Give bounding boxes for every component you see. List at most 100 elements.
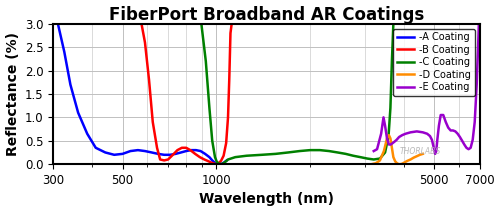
-E Coating [464, 146, 469, 149]
-E Coating [454, 132, 460, 135]
-D Coating [389, 146, 395, 149]
-A Coating [161, 153, 167, 156]
-E Coating [457, 136, 463, 138]
Line: -D Coating: -D Coating [372, 135, 423, 164]
-E Coating [430, 143, 436, 146]
-E Coating [378, 132, 384, 135]
-A Coating [120, 153, 126, 155]
-B Coating [157, 158, 163, 161]
-C Coating [203, 60, 209, 63]
-D Coating [381, 150, 387, 152]
-D Coating [410, 156, 416, 159]
-C Coating [214, 161, 220, 164]
-B Coating [165, 158, 171, 161]
-B Coating [223, 142, 229, 144]
-E Coating [402, 132, 408, 135]
-D Coating [386, 134, 392, 136]
-E Coating [436, 124, 442, 127]
-E Coating [466, 148, 471, 151]
-D Coating [420, 153, 426, 155]
Title: FiberPort Broadband AR Coatings: FiberPort Broadband AR Coatings [109, 6, 424, 24]
-B Coating [226, 79, 232, 81]
-B Coating [150, 121, 156, 123]
-D Coating [388, 137, 394, 140]
-A Coating [62, 50, 68, 53]
-C Coating [221, 162, 227, 164]
-A Coating [84, 132, 90, 135]
-E Coating [384, 137, 390, 140]
-E Coating [386, 143, 392, 146]
-A Coating [220, 162, 226, 165]
-C Coating [218, 163, 224, 165]
-E Coating [392, 140, 398, 143]
-E Coating [370, 150, 376, 152]
-B Coating [202, 158, 207, 161]
-B Coating [208, 162, 214, 164]
-E Coating [476, 22, 482, 25]
-D Coating [414, 155, 420, 158]
-A Coating [178, 151, 184, 154]
-C Coating [389, 60, 395, 63]
Line: -B Coating: -B Coating [142, 24, 232, 164]
-C Coating [364, 157, 370, 160]
-C Coating [212, 156, 218, 158]
-A Coating [92, 146, 98, 149]
-B Coating [161, 159, 167, 162]
-A Coating [212, 162, 218, 164]
-B Coating [218, 160, 224, 162]
-C Coating [259, 153, 265, 156]
-E Coating [452, 130, 458, 133]
-A Coating [68, 83, 73, 86]
-E Coating [475, 46, 481, 48]
-A Coating [206, 156, 212, 158]
-E Coating [443, 121, 449, 123]
-A Coating [209, 159, 215, 162]
-E Coating [468, 146, 473, 149]
Line: -E Coating: -E Coating [374, 24, 479, 154]
-E Coating [459, 139, 465, 142]
-C Coating [285, 151, 291, 154]
-C Coating [225, 158, 231, 161]
-A Coating [75, 111, 81, 114]
-C Coating [296, 150, 302, 152]
-B Coating [146, 79, 152, 81]
-E Coating [474, 83, 480, 86]
Text: THORLABS: THORLABS [400, 147, 440, 156]
-B Coating [212, 162, 218, 165]
-E Coating [382, 124, 388, 127]
-B Coating [216, 162, 222, 165]
-A Coating [135, 149, 141, 151]
-D Coating [401, 162, 407, 164]
-B Coating [138, 22, 144, 25]
-C Coating [232, 156, 238, 158]
Y-axis label: Reflectance (%): Reflectance (%) [6, 32, 20, 156]
-C Coating [358, 156, 364, 158]
-B Coating [206, 160, 212, 163]
-D Coating [368, 163, 374, 165]
-C Coating [244, 155, 250, 157]
-E Coating [431, 148, 437, 151]
-D Coating [384, 137, 390, 140]
-A Coating [218, 163, 224, 165]
-C Coating [334, 151, 340, 154]
Legend: -A Coating, -B Coating, -C Coating, -D Coating, -E Coating: -A Coating, -B Coating, -C Coating, -D C… [393, 29, 475, 96]
-E Coating [420, 131, 426, 134]
-E Coating [434, 150, 440, 152]
-C Coating [377, 157, 383, 160]
-C Coating [209, 139, 215, 142]
-C Coating [307, 149, 313, 151]
-E Coating [472, 121, 478, 123]
-A Coating [198, 150, 203, 152]
-D Coating [396, 163, 402, 165]
-E Coating [374, 148, 380, 151]
Line: -A Coating: -A Coating [58, 24, 227, 164]
-E Coating [450, 129, 456, 132]
-A Coating [155, 153, 161, 155]
-D Coating [392, 160, 398, 163]
-E Coating [399, 134, 405, 136]
-A Coating [167, 153, 173, 156]
-E Coating [424, 132, 430, 135]
-E Coating [429, 139, 435, 141]
-D Coating [417, 153, 423, 156]
-B Coating [220, 155, 226, 157]
